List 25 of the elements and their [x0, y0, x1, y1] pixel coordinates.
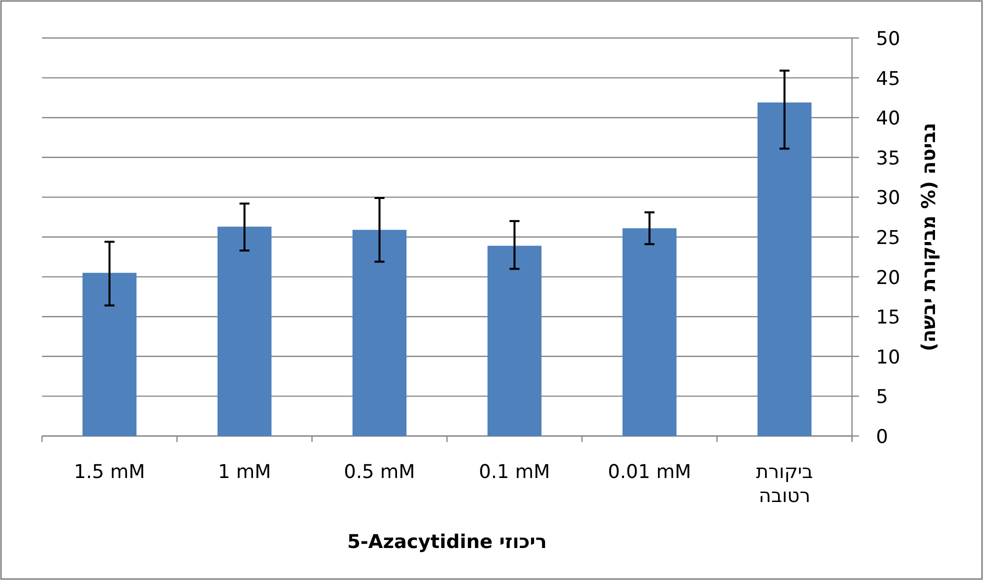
y-tick-label: 20 — [876, 266, 900, 289]
y-tick-label: 15 — [876, 306, 900, 329]
y-axis-title: נביטה (% מביקורת יבשה) — [918, 122, 940, 352]
bar — [352, 230, 406, 436]
y-tick-label: 0 — [876, 426, 888, 448]
y-tick-label: 5 — [876, 386, 888, 408]
x-tick-label: 0.1 mM — [478, 461, 550, 483]
y-tick-label: 45 — [876, 68, 900, 90]
y-tick-label: 25 — [876, 227, 900, 249]
y-tick-label: 50 — [876, 28, 900, 50]
bar — [622, 228, 676, 436]
bar — [82, 272, 136, 436]
y-tick-label: 40 — [876, 108, 900, 130]
y-tick-label: 35 — [876, 147, 900, 170]
x-tick-label: ביקורת רטובה — [756, 461, 814, 507]
x-tick-label: 1.5 mM — [74, 461, 146, 483]
bar — [758, 102, 812, 436]
bar — [218, 226, 272, 436]
x-tick-label: 0.5 mM — [344, 461, 416, 483]
y-tick-label: 10 — [876, 346, 900, 368]
y-tick-label: 30 — [876, 187, 900, 210]
bar — [488, 246, 542, 436]
x-axis-title: 5-Azacytidine ריכוזי — [347, 531, 547, 553]
x-tick-label: 1 mM — [218, 461, 272, 483]
x-tick-label: 0.01 mM — [608, 461, 692, 483]
